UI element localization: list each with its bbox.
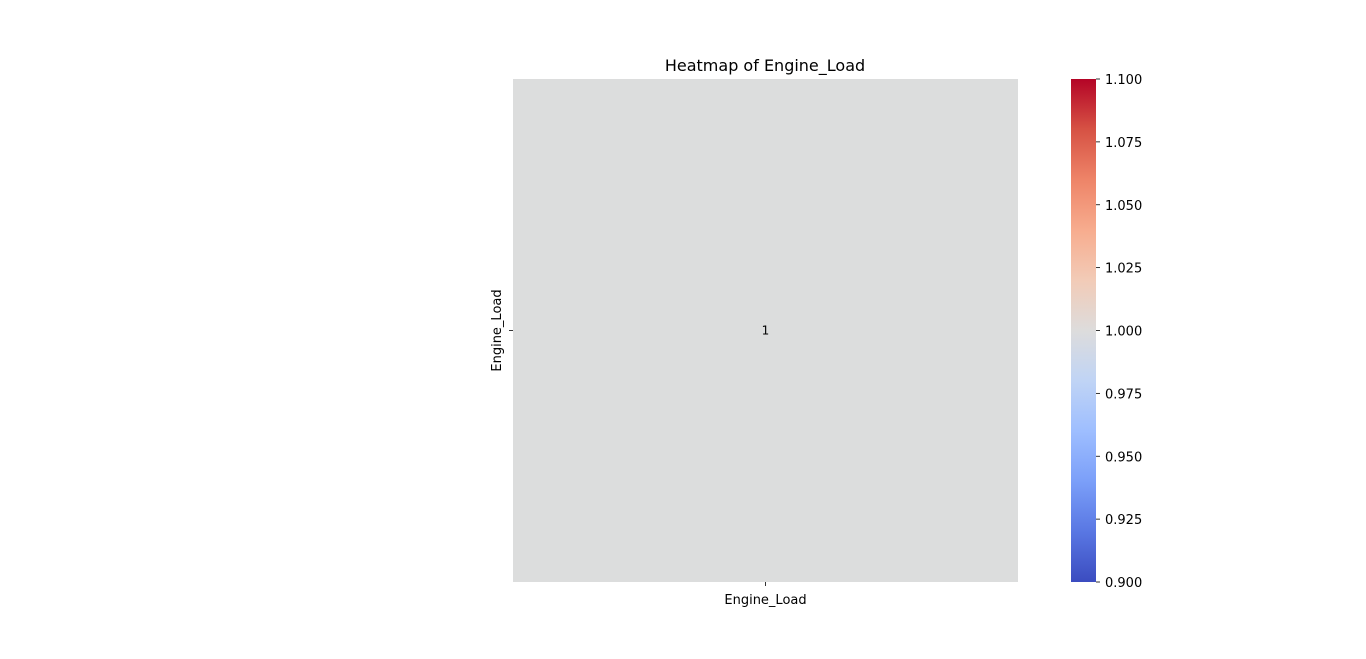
y-tick-label: Engine_Load: [490, 289, 505, 371]
colorbar-tick-label: 0.950: [1105, 450, 1142, 465]
colorbar-tick-label: 0.925: [1105, 513, 1142, 528]
colorbar: [1071, 79, 1096, 582]
colorbar-tick-label: 1.100: [1105, 73, 1142, 88]
heatmap-cell: [513, 79, 1018, 582]
colorbar-axis: 0.900 0.925 0.950 0.975 1.000 1.025 1.050 1.075…: [1096, 73, 1142, 591]
colorbar-tick-label: 1.050: [1105, 199, 1142, 214]
colorbar-tick-label: 0.975: [1105, 387, 1142, 402]
colorbar-tick-label: 1.025: [1105, 262, 1142, 277]
colorbar-tick-label: 0.900: [1105, 576, 1142, 591]
x-tick-label: Engine_Load: [724, 593, 806, 608]
heatmap-cells: [513, 79, 1018, 582]
heatmap-cell-labels: 1: [762, 324, 770, 338]
colorbar-tick-label: 1.075: [1105, 136, 1142, 151]
x-axis: Engine_Load: [724, 582, 807, 608]
colorbar-tick-label: 1.000: [1105, 325, 1142, 340]
cell-value-label: 1: [762, 324, 770, 338]
y-axis: Engine_Load: [490, 289, 513, 372]
chart-title: Heatmap of Engine_Load: [665, 56, 865, 76]
